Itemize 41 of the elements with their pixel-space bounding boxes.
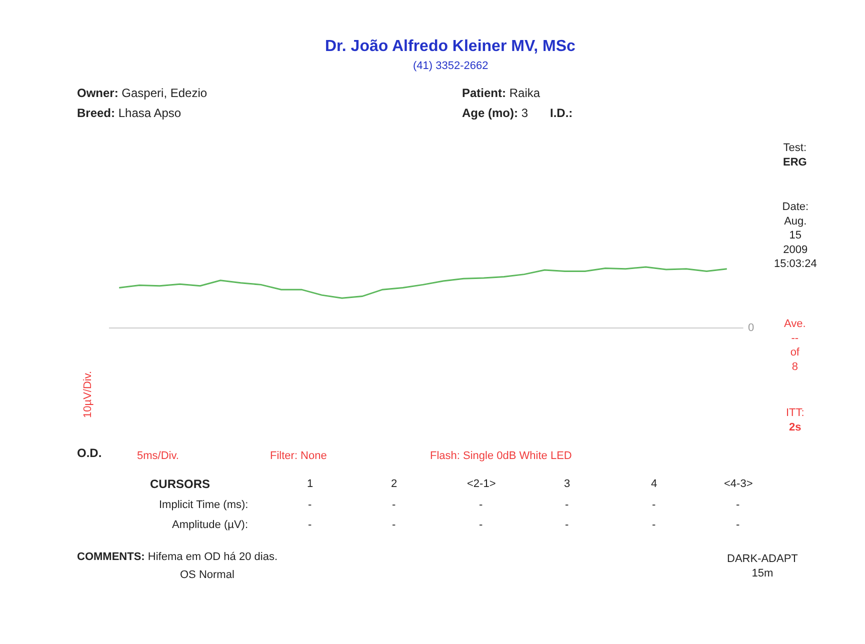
text: <4-3> [724, 478, 753, 490]
text: OS Normal [180, 569, 234, 581]
text: Age (mo): 3 [462, 106, 528, 120]
text: 1 [307, 478, 314, 490]
text: - [565, 519, 569, 531]
text: 5ms/Div. [137, 450, 179, 462]
text: - [736, 519, 740, 531]
text: COMMENTS: Hifema em OD há 20 dias. [77, 551, 278, 563]
text: - [565, 499, 569, 511]
chart-title: Dr. João Alfredo Kleiner MV, MSc [325, 38, 576, 55]
text: I.D.: [550, 106, 573, 120]
text: <2-1> [467, 478, 496, 490]
text: - [479, 499, 483, 511]
text: - [308, 519, 312, 531]
text: Test: ERG [783, 142, 807, 168]
text: - [652, 519, 656, 531]
text: O.D. [77, 446, 102, 460]
text: DARK-ADAPT 15m [727, 553, 798, 580]
chart-subtitle: (41) 3352-2662 [413, 60, 488, 72]
ref-line-label: 0 [748, 322, 754, 334]
text: CURSORS [150, 477, 210, 491]
text: 3 [564, 478, 570, 490]
text: Flash: Single 0dB White LED [430, 450, 572, 462]
text: Breed: Lhasa Apso [77, 106, 182, 120]
text: - [479, 519, 483, 531]
text: - [392, 519, 396, 531]
text: ITT: 2s [786, 407, 804, 434]
text: Owner: Gasperi, Edezio [77, 86, 208, 100]
text: 2 [391, 478, 398, 490]
y-axis-title: 10µV/Div. [82, 370, 94, 418]
text: 4 [651, 478, 658, 490]
text: - [652, 499, 656, 511]
text: - [308, 499, 312, 511]
text: Filter: None [270, 450, 327, 462]
text: Ave. -- of 8 [784, 318, 806, 373]
text: - [736, 499, 740, 511]
text: Date: Aug. 15 2009 15:03:24 [774, 201, 817, 270]
text: Implicit Time (ms): [159, 499, 248, 511]
text: Amplitude (µV): [172, 519, 248, 531]
text: Patient: Raika [462, 86, 540, 100]
text: - [392, 499, 396, 511]
